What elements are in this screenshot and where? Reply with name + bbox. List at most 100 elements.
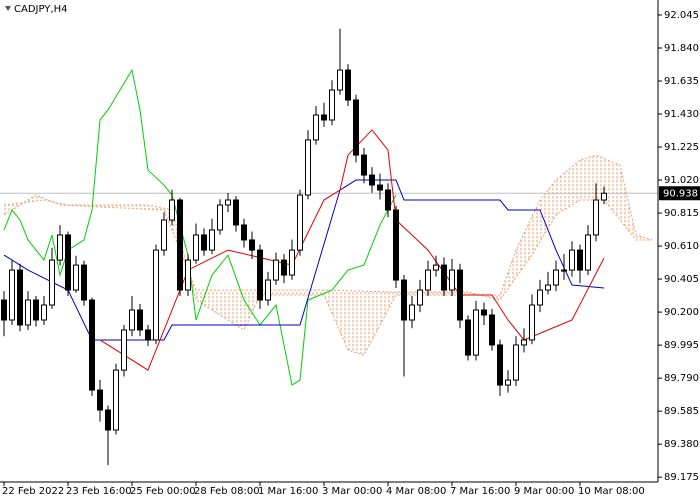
candle-body <box>537 289 543 306</box>
candle-body <box>193 234 199 261</box>
price-label: 90.938 <box>663 188 698 199</box>
candle-body <box>201 234 207 251</box>
y-tick-label: 92.045 <box>664 10 699 21</box>
candle-body <box>1 299 7 321</box>
y-tick-label: 91.225 <box>664 142 699 153</box>
price-label-box <box>659 186 700 201</box>
candle-body <box>529 304 535 341</box>
candle-body <box>225 199 231 206</box>
candle-body <box>73 264 79 291</box>
y-tick-label: 90.610 <box>664 241 699 252</box>
candle-body <box>25 299 31 326</box>
candle-body <box>465 319 471 356</box>
title-icon <box>5 6 11 11</box>
x-tick-label: 1 Mar 16:00 <box>258 486 318 497</box>
candle-body <box>449 269 455 291</box>
indicator-line <box>3 179 605 341</box>
candle-body <box>113 369 119 431</box>
candle-body <box>33 299 39 321</box>
candle-body <box>249 239 255 251</box>
candle-body <box>545 284 551 291</box>
x-tick-label: 10 Mar 08:00 <box>578 486 645 497</box>
candle-body <box>257 249 263 301</box>
candle-body <box>321 114 327 121</box>
y-tick-label: 90.815 <box>664 208 699 219</box>
candle-body <box>593 199 599 236</box>
candle-body <box>561 269 567 272</box>
candle-body <box>521 339 527 346</box>
candle-body <box>169 199 175 221</box>
candle-body <box>425 269 431 291</box>
candle-body <box>409 304 415 321</box>
candle-body <box>49 259 55 306</box>
x-tick-label: 7 Mar 16:00 <box>450 486 510 497</box>
candle-body <box>585 234 591 271</box>
candle-body <box>505 379 511 386</box>
candle-body <box>89 299 95 391</box>
y-tick-label: 90.200 <box>664 307 699 318</box>
candle-body <box>433 264 439 271</box>
y-tick-label: 91.635 <box>664 76 699 87</box>
candle-body <box>145 329 151 341</box>
candle-body <box>553 269 559 286</box>
candle-body <box>289 249 295 276</box>
candle-body <box>161 219 167 251</box>
x-tick-label: 4 Mar 08:00 <box>386 486 446 497</box>
cloud-span <box>3 154 653 356</box>
x-tick-label: 25 Feb 00:00 <box>130 486 196 497</box>
candle-body <box>441 264 447 291</box>
candle-body <box>137 309 143 331</box>
candle-body <box>153 249 159 341</box>
candle-body <box>185 259 191 291</box>
candle-body <box>57 234 63 261</box>
x-tick-label: 3 Mar 00:00 <box>322 486 382 497</box>
candle-body <box>297 194 303 251</box>
candle-body <box>489 314 495 346</box>
candle-body <box>265 279 271 301</box>
indicator-line <box>3 68 397 386</box>
cloud-span <box>3 194 652 301</box>
y-tick-label: 90.405 <box>664 274 699 285</box>
candle-body <box>241 224 247 241</box>
candle-body <box>97 389 103 411</box>
y-tick-label: 91.840 <box>664 43 699 54</box>
candle-body <box>81 264 87 301</box>
candle-body <box>9 269 15 321</box>
candle-body <box>209 229 215 251</box>
candle-body <box>513 344 519 381</box>
candle-body <box>121 329 127 371</box>
candle-body <box>313 114 319 141</box>
candle-body <box>377 184 383 191</box>
candle-body <box>569 249 575 271</box>
y-tick-label: 91.020 <box>664 175 699 186</box>
candle-body <box>417 289 423 306</box>
candle-body <box>273 259 279 281</box>
x-tick-label: 9 Mar 00:00 <box>514 486 574 497</box>
candle-body <box>233 199 239 226</box>
candle-body <box>353 99 359 156</box>
y-tick-label: 89.585 <box>664 406 699 417</box>
candle-body <box>457 269 463 321</box>
candle-body <box>65 234 71 291</box>
y-tick-label: 89.995 <box>664 340 699 351</box>
candle-body <box>497 344 503 386</box>
y-tick-label: 91.430 <box>664 109 699 120</box>
candle-body <box>105 409 111 431</box>
candle-body <box>281 259 287 276</box>
candle-body <box>601 192 607 201</box>
candle-body <box>473 309 479 356</box>
candle-body <box>345 69 351 101</box>
candle-body <box>217 204 223 231</box>
candle-body <box>305 139 311 196</box>
candle-body <box>481 309 487 316</box>
y-tick-label: 89.790 <box>664 373 699 384</box>
candle-body <box>401 279 407 321</box>
candle-body <box>385 189 391 211</box>
x-tick-label: 23 Feb 16:00 <box>66 486 132 497</box>
x-tick-label: 28 Feb 08:00 <box>194 486 260 497</box>
candle-body <box>177 199 183 291</box>
cloud-fill <box>4 155 652 356</box>
y-tick-label: 89.175 <box>664 472 699 483</box>
candle-body <box>337 69 343 91</box>
